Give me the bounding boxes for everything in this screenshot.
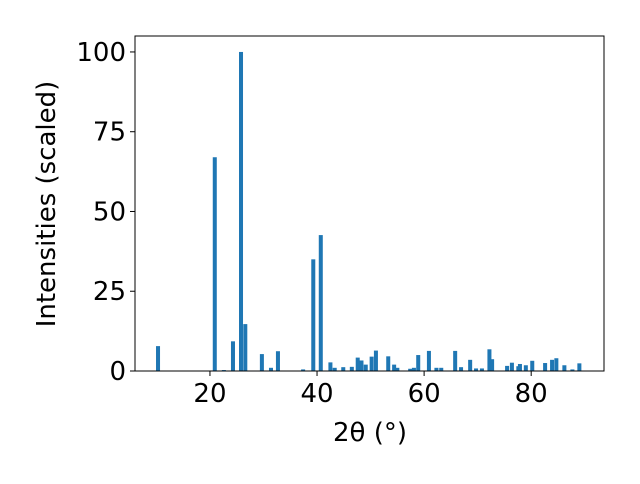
- bar: [328, 362, 333, 371]
- x-tick-label: 60: [408, 379, 441, 409]
- bar: [487, 349, 492, 371]
- bar: [243, 324, 248, 371]
- bar: [523, 365, 528, 371]
- bar: [369, 356, 374, 371]
- bar: [301, 369, 306, 371]
- bar: [490, 359, 495, 371]
- bar: [359, 360, 364, 371]
- bar: [416, 355, 421, 371]
- plot-frame: [134, 35, 605, 372]
- bar: [408, 368, 413, 371]
- bar: [392, 364, 397, 371]
- bar: [355, 357, 360, 371]
- bar: [570, 369, 575, 371]
- bar: [509, 362, 514, 371]
- bar: [562, 365, 567, 371]
- bar: [156, 346, 161, 371]
- bar: [439, 367, 444, 371]
- y-tick-label: 50: [93, 197, 126, 227]
- bar: [426, 350, 431, 371]
- bar: [212, 157, 217, 371]
- y-tick-label: 100: [76, 38, 126, 68]
- bar: [332, 367, 337, 371]
- bar: [453, 350, 458, 371]
- bar: [517, 363, 522, 371]
- bar: [468, 359, 473, 371]
- bar: [311, 259, 316, 371]
- bar: [341, 367, 346, 371]
- bar: [550, 359, 555, 371]
- bar: [434, 367, 439, 371]
- bar: [259, 354, 264, 371]
- bar: [505, 365, 510, 371]
- y-tick-label: 75: [93, 118, 126, 148]
- bar: [318, 235, 323, 371]
- bar: [238, 51, 244, 371]
- bar: [386, 356, 391, 371]
- bar: [395, 367, 400, 371]
- bar: [230, 341, 235, 371]
- bar: [373, 350, 378, 371]
- bar: [474, 368, 479, 371]
- bar: [268, 367, 273, 371]
- bar: [577, 363, 582, 371]
- bar: [479, 368, 484, 371]
- bar: [554, 358, 559, 371]
- x-tick-label: 40: [300, 379, 333, 409]
- x-tick-label: 80: [515, 379, 548, 409]
- bar: [275, 351, 280, 371]
- bar: [530, 360, 535, 371]
- bar: [349, 366, 354, 371]
- x-tick-label: 20: [193, 379, 226, 409]
- x-axis-label: 2θ (°): [333, 418, 407, 448]
- bar: [459, 367, 464, 371]
- y-tick-label: 0: [109, 357, 126, 387]
- bar: [363, 364, 368, 371]
- bar: [543, 363, 548, 371]
- bar: [411, 367, 416, 371]
- y-tick-label: 25: [93, 277, 126, 307]
- y-axis-label: Intensities (scaled): [32, 81, 62, 328]
